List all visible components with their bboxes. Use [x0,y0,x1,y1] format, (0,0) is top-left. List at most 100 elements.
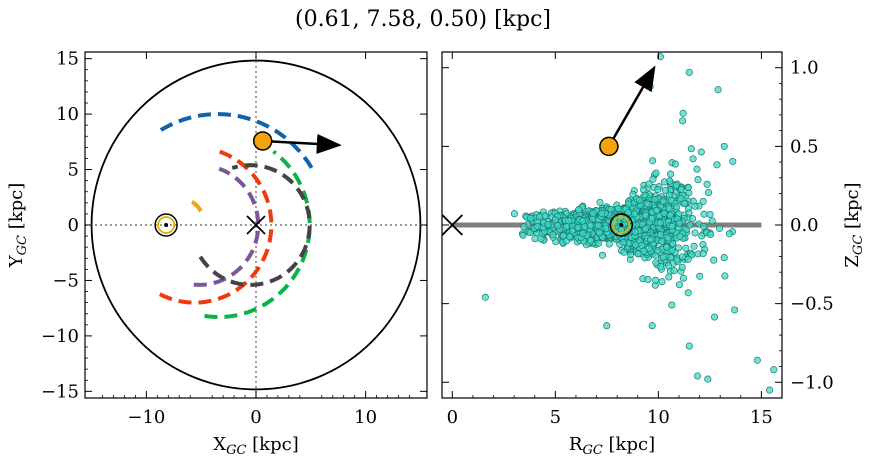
right-velocity-arrow [607,65,656,147]
left-y-tick-label: −10 [41,326,79,347]
scatter-point [675,219,684,227]
scatter-point [693,165,701,173]
right-panel: 0 5 10 15 −1.0 −0.5 0.0 0.5 1.0 RGC [kpc] ZGC [k… [441,51,866,458]
scatter-point [614,205,622,213]
scatter-point [684,184,692,192]
scatter-point [656,219,664,227]
scatter-point [643,200,651,208]
scatter-point [729,157,737,165]
scatter-point [652,206,660,215]
velocity-arrow [262,133,342,154]
scatter-point [533,222,541,231]
right-y-tick-label: −1.0 [790,372,834,393]
scatter-point [686,221,694,229]
scatter-point [595,239,603,247]
scatter-point [697,148,705,156]
scatter-point [579,229,587,237]
scatter-point [699,250,707,258]
scatter-point [672,181,680,189]
scatter-point [589,209,597,217]
right-y-axis-label: ZGC [kpc] [842,182,866,267]
scatter-point [714,86,722,94]
right-x-tick-label: 10 [647,407,670,428]
scatter-point [634,250,642,258]
scatter-point [700,210,708,218]
scatter-point [652,169,660,177]
scatter-point [673,203,681,211]
scatter-point [666,211,674,220]
scatter-point [629,190,637,198]
right-x-tick-label: 15 [750,407,773,428]
scatter-point [481,293,489,301]
scatter-point [696,272,704,280]
scatter-point [642,225,650,233]
scatter-point [661,186,670,194]
scatter-point [654,185,662,194]
scatter-point [667,196,675,204]
right-y-tick-label: 0.5 [790,136,819,157]
scatter-point [636,196,644,204]
scatter-point [648,322,656,330]
right-x-axis-label: RGC [kpc] [569,434,655,458]
scatter-point [537,235,545,243]
scatter-point [598,251,607,259]
right-x-tick-label: 5 [550,407,561,428]
right-sun-marker-outer [609,213,634,237]
scatter-point [689,155,697,163]
scatter-point [598,209,606,217]
right-y-tick-label: −0.5 [790,294,834,315]
scatter-point [664,262,672,270]
scatter-point [668,301,676,309]
sun-marker-outer [154,213,178,237]
scatter-point [731,306,739,314]
scatter-point [648,214,656,222]
right-y-tick-label: 1.0 [790,58,819,79]
left-x-tick-label: −10 [127,407,165,428]
scatter-point [663,243,671,251]
scatter-point [680,199,688,208]
scatter-point [587,222,595,230]
orbit-arc-0 [158,112,314,169]
scatter-point [665,205,673,213]
right-sun-marker-dot [619,223,624,227]
right-y-tick-label: 0.0 [790,215,819,236]
scatter-point [660,209,668,217]
scatter-point [699,197,707,205]
right-galactic-center-marker-stroke-b [442,214,463,236]
scatter-point [641,191,649,199]
scatter-point [687,145,695,153]
scatter-point [676,232,684,240]
scatter-point [691,202,699,210]
scatter-point [715,224,724,232]
scatter-point [652,276,660,284]
scatter-point [649,175,657,183]
scatter-point [531,235,539,243]
scatter-point [667,170,675,178]
scatter-point [638,241,646,249]
scatter-point [678,263,686,271]
scatter-point [596,198,604,206]
galactic-center-marker [246,215,266,235]
right-sun-marker-ring [612,216,631,234]
scatter-point [645,244,653,252]
scatter-point [647,235,655,244]
scatter-point [652,259,660,267]
scatter-point [669,240,677,248]
figure-title: (0.61, 7.58, 0.50) [kpc] [295,7,551,32]
scatter-point [603,322,611,330]
scatter-point [706,210,714,218]
scatter-point [720,142,728,150]
scatter-point [605,240,613,248]
scatter-point [710,256,718,264]
scatter-point [720,254,728,262]
scatter-point [657,231,665,239]
scatter-point [677,195,685,203]
scatter-point [725,230,733,238]
scatter-point [649,157,657,165]
scatter-point [646,83,654,91]
scatter-point [677,185,686,193]
scatter-point [587,237,595,245]
scatter-point [704,375,712,383]
scatter-point [620,238,628,246]
